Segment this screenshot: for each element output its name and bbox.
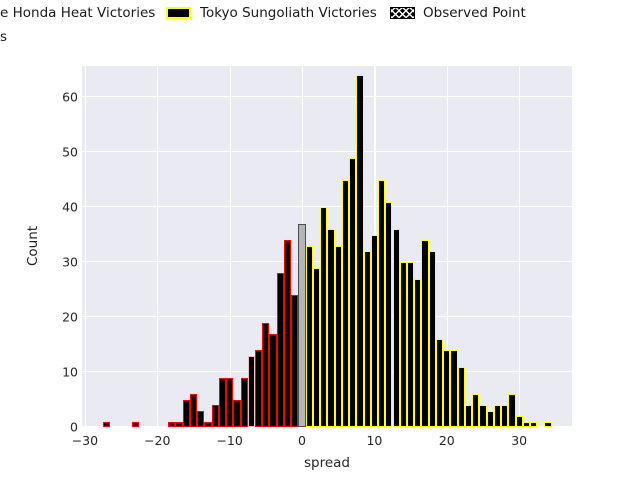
histogram-bar-sungoliath: [399, 262, 407, 427]
histogram-bar-sungoliath: [370, 234, 379, 427]
histogram-bar-sungoliath: [406, 262, 415, 427]
x-axis-label: spread: [303, 455, 351, 471]
histogram-bar-heat: [204, 421, 212, 427]
histogram-bar-sungoliath: [385, 201, 393, 427]
gridline-vertical: [229, 66, 231, 427]
y-tick-label: 50: [62, 144, 78, 160]
histogram-bar-sungoliath: [486, 410, 494, 427]
histogram-bar-heat: [102, 421, 111, 427]
gridline-vertical: [84, 66, 87, 427]
y-tick-label: 20: [62, 309, 78, 325]
histogram-bar-sungoliath: [435, 339, 444, 427]
histogram-bar-sungoliath: [472, 394, 480, 427]
histogram-bar-sungoliath: [479, 405, 487, 427]
histogram-bar-sungoliath: [443, 350, 451, 427]
histogram-bar-sungoliath: [414, 278, 422, 427]
legend-label-sungoliath: Tokyo Sungoliath Victories: [200, 5, 377, 21]
histogram-bar-heat: [182, 399, 190, 427]
y-tick-label: 10: [62, 364, 78, 380]
x-tick-label: −20: [144, 433, 171, 448]
histogram-bar-sungoliath: [530, 421, 538, 427]
histogram-bar-sungoliath: [312, 267, 321, 427]
histogram-bar-heat: [197, 410, 205, 427]
y-tick-label: 40: [62, 199, 78, 215]
histogram-bar-sungoliath: [464, 405, 473, 427]
y-tick-label: 30: [62, 254, 78, 270]
histogram-bar-heat: [175, 421, 183, 427]
legend-swatch-sungoliath-icon: [166, 7, 191, 19]
histogram-bar-sungoliath: [508, 394, 516, 427]
histogram-bar-heat: [168, 421, 176, 427]
x-tick-label: 10: [366, 433, 383, 448]
y-tick-label: 0: [70, 419, 78, 435]
x-tick-label: 30: [511, 433, 528, 448]
y-axis-label: Count: [25, 225, 41, 267]
histogram-bar-heat: [276, 273, 284, 427]
plot-area: [82, 66, 572, 427]
legend-label-observed-point: Observed Point: [423, 5, 526, 21]
gridline-horizontal: [82, 96, 572, 98]
histogram-bar-sungoliath: [341, 179, 350, 427]
histogram-bar-heat: [131, 421, 140, 427]
histogram-bar-heat: [189, 394, 198, 427]
histogram-bar-sungoliath: [501, 405, 509, 427]
histogram-bar-sungoliath: [334, 245, 342, 427]
histogram-bar-heat: [291, 295, 299, 427]
histogram-bar-heat: [218, 377, 227, 427]
histogram-bar-sungoliath: [305, 245, 313, 427]
histogram-bar-sungoliath: [392, 229, 400, 427]
legend-swatch-observed-point-icon: [390, 7, 415, 19]
x-tick-label: 20: [438, 433, 455, 448]
histogram-bar-sungoliath: [327, 229, 335, 427]
histogram-bar-heat: [226, 377, 234, 427]
histogram-bar-sungoliath: [493, 405, 502, 427]
histogram-bar-observed: [247, 355, 255, 427]
histogram-bar-sungoliath: [522, 421, 531, 427]
histogram-bar-sungoliath: [349, 157, 357, 427]
histogram-bar-sungoliath: [356, 75, 364, 427]
histogram-bar-sungoliath: [544, 421, 552, 427]
gridline-vertical: [157, 66, 159, 427]
histogram-bar-heat: [254, 350, 263, 427]
histogram-bar-sungoliath: [457, 366, 465, 427]
x-tick-label: 0: [298, 433, 306, 448]
histogram-bar-heat: [240, 377, 248, 427]
histogram-bar-heat: [262, 322, 270, 427]
gridline-horizontal: [82, 151, 572, 153]
x-tick-label: −30: [71, 433, 99, 448]
histogram-bar-heat: [269, 333, 277, 427]
x-tick-label: −10: [216, 433, 243, 448]
histogram-bar-sungoliath: [450, 350, 458, 427]
histogram-bar-sungoliath: [428, 251, 436, 427]
histogram-bar-heat: [211, 405, 219, 427]
histogram-bar-heat: [233, 399, 241, 427]
legend-label-clipped-fragment: s: [0, 29, 8, 45]
histogram-bar-sungoliath: [363, 251, 371, 427]
histogram-bar-tie: [298, 223, 306, 427]
histogram-bar-sungoliath: [515, 416, 523, 427]
legend-label-heat: e Honda Heat Victories: [0, 5, 156, 21]
y-tick-label: 60: [62, 89, 78, 105]
histogram-bar-sungoliath: [421, 240, 429, 427]
histogram-bar-sungoliath: [378, 179, 386, 427]
gridline-horizontal: [82, 206, 572, 208]
histogram-bar-sungoliath: [320, 207, 328, 427]
gridline-vertical: [519, 66, 521, 427]
gridline-vertical: [446, 66, 448, 427]
histogram-bar-heat: [283, 240, 292, 427]
